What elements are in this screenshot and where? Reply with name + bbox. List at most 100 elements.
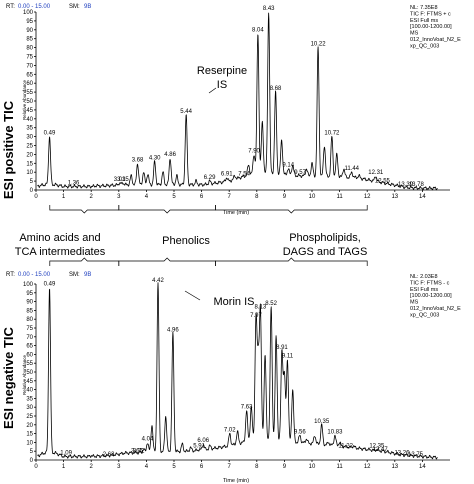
panel-1: RT: 0.00 - 15.00 SM: 9B ESI positive TIC… [1,4,461,216]
y-tick-label: 5 [30,449,34,455]
peak-label: 10.35 [314,419,330,425]
peak-label: 2.63 [103,452,115,458]
peak-label: 11.44 [344,166,359,172]
y-tick-label: 60 [26,352,33,358]
y-tick-label: 35 [26,126,33,132]
y-tick-label: 0 [30,458,34,464]
peak-label: 5.91 [193,443,205,449]
y-tick-label: 55 [26,90,33,96]
sm-value: 9B [84,272,91,278]
peak-label: 8.91 [276,345,288,351]
peak-label: 8.13 [255,304,267,310]
x-axis-label: Time (min) [223,210,249,216]
axes: 0510152025303540455055606570758085909510… [23,10,450,200]
y-tick-label: 50 [26,370,33,376]
y-tick-label: 15 [26,161,33,167]
peak-label: 13.75 [408,452,424,458]
peak-label: 7.90 [248,148,260,154]
x-tick-label: 4 [145,464,149,470]
y-tick-label: 25 [26,414,33,420]
peak-label: 13.26 [394,450,410,456]
meta-line: MS [410,300,419,306]
meta-line: TIC F: FTMS - c [410,280,450,286]
y-tick-label: 90 [26,28,33,34]
y-tick-label: 85 [26,37,33,43]
sm-label: SM: [69,4,80,10]
meta-line: xp_QC_003 [410,43,439,49]
group-bracket-top [49,205,120,214]
reserpine-annotation-line2: IS [217,79,227,91]
x-tick-label: 5 [172,464,176,470]
compound-groups: Amino acids and TCA intermediates Phenol… [15,205,368,266]
peak-label: 6.91 [221,172,233,178]
y-tick-label: 50 [26,99,33,105]
tic-line [37,12,438,191]
tic-line [37,282,438,460]
y-tick-label: 65 [26,72,33,78]
y-tick-label: 80 [26,317,33,323]
meta-line: 012_InnoVoat_N2_E [410,37,461,43]
y-tick-label: 45 [26,379,33,385]
x-tick-label: 4 [145,194,149,200]
group-lipids-line1: Phospholipids, [289,232,361,244]
peak-label: 3.03 [114,177,126,183]
x-axis-label: Time (min) [223,478,249,484]
x-tick-label: 11 [336,464,343,470]
rt-range: 0.00 - 15.00 [18,4,51,10]
peak-label: 8.43 [263,6,275,12]
group-amino-acids-line1: Amino acids and [19,232,100,244]
peak-label: 9.57 [294,170,306,176]
y-tick-label: 45 [26,108,33,114]
reserpine-pointer [208,87,217,94]
peak-label: 0.49 [44,131,56,137]
morin-pointer [184,290,201,301]
peak-label: 4.04 [142,436,154,442]
peak-label: 3.68 [132,157,144,163]
peak-label: 13.39 [398,182,414,188]
x-tick-label: 3 [117,464,121,470]
peak-label: 4.42 [152,278,164,284]
peak-label: 4.86 [164,152,176,158]
x-tick-label: 14 [419,464,426,470]
x-tick-label: 9 [283,194,287,200]
y-tick-label: 80 [26,46,33,52]
y-tick-label: 5 [30,179,34,185]
peak-label: 8.68 [270,86,282,92]
peak-label: 7.54 [238,172,250,178]
x-tick-label: 5 [172,194,176,200]
meta-line: xp_QC_003 [410,312,439,318]
meta-line: 012_InnoVoat_N2_E [410,306,461,312]
x-tick-label: 2 [90,464,94,470]
y-tick-label: 55 [26,361,33,367]
peak-label: 8.04 [252,27,264,33]
peak-label: 10.22 [311,42,327,48]
peak-label: 9.56 [294,429,306,435]
tic-trace [37,12,438,191]
x-tick-label: 9 [283,464,287,470]
y-tick-label: 70 [26,335,33,341]
x-tick-label: 0 [34,464,38,470]
peak-label: 12.47 [373,447,389,453]
x-tick-label: 1 [62,464,66,470]
x-tick-label: 2 [90,194,94,200]
side-label: ESI negative TIC [1,326,16,428]
rt-range: 0.00 - 15.00 [18,272,51,278]
y-tick-label: 95 [26,19,33,25]
y-tick-label: 20 [26,423,33,429]
group-phenolics: Phenolics [162,235,210,247]
meta-line: ESI Full ms [410,287,438,293]
x-tick-label: 7 [228,194,232,200]
y-tick-label: 10 [26,170,33,176]
y-tick-label: 60 [26,81,33,87]
y-tick-label: 15 [26,432,33,438]
y-tick-label: 90 [26,300,33,306]
y-axis-label: Relative Abundance [22,79,27,120]
peak-label: 8.52 [265,301,277,307]
rt-label: RT: [6,272,15,278]
sm-value: 9B [84,4,91,10]
x-tick-label: 8 [255,194,259,200]
x-tick-label: 12 [364,194,371,200]
y-tick-label: 85 [26,308,33,314]
